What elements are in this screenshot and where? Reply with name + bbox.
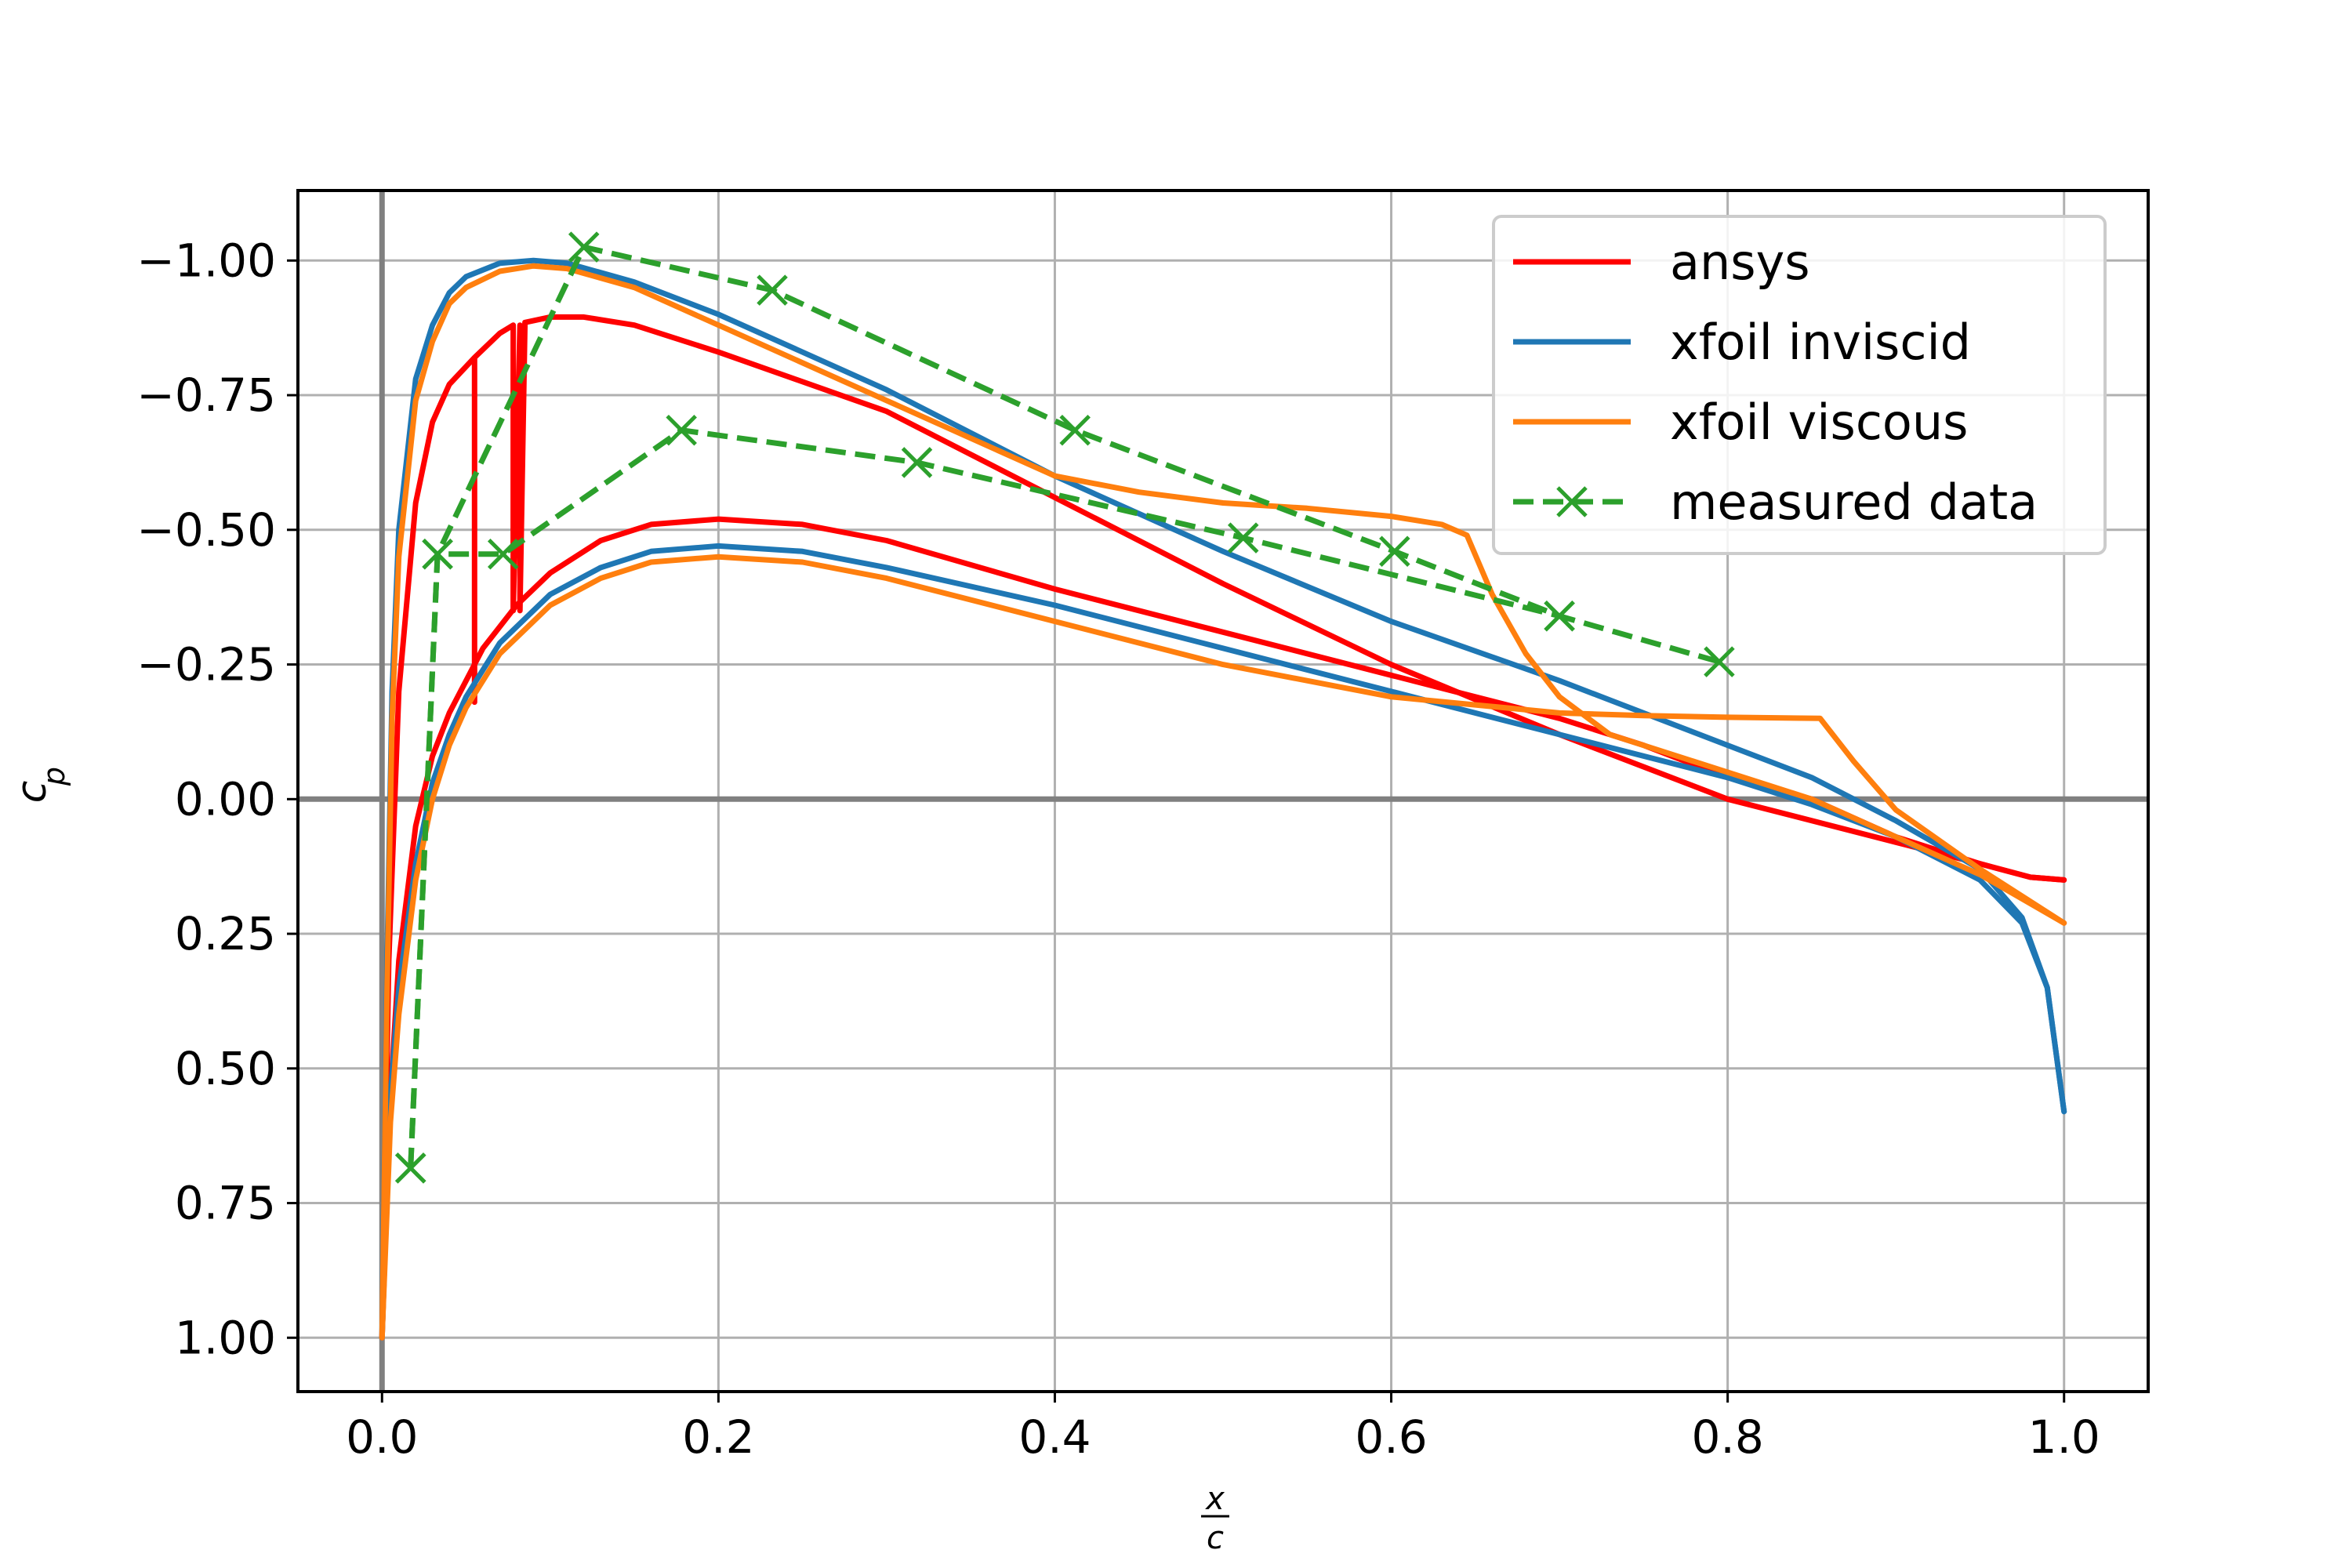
data-point-marker [1379, 535, 1410, 568]
series-layer [379, 231, 2067, 1341]
y-axis-label: c p [9, 767, 71, 803]
data-point-marker [568, 231, 600, 263]
legend-label-ansys: ansys [1670, 234, 1810, 291]
axis-ticks: 0.0 0.2 0.4 0.6 0.8 1.0 −1.00 −0.75 −0.50 −0.25 0.… [136, 234, 2100, 1464]
y-tick-label: 0.50 [175, 1042, 276, 1095]
x-marker-stroke [1059, 414, 1091, 446]
x-marker-stroke [487, 538, 519, 570]
x-marker-stroke [1704, 646, 1735, 677]
x-tick-label: 1.0 [2028, 1410, 2100, 1464]
data-point-marker [1227, 522, 1259, 554]
x-tick-label: 0.6 [1355, 1410, 1427, 1464]
y-tick-label: 0.25 [175, 907, 276, 960]
x-axis-label-denominator: c [1207, 1520, 1224, 1556]
legend-marker-measured-data [1556, 486, 1588, 517]
y-tick-label: 1.00 [175, 1311, 276, 1364]
data-point-marker [901, 447, 933, 478]
y-axis-label-subscript: p [37, 767, 71, 786]
data-point-marker [487, 538, 519, 570]
legend-box [1492, 215, 2107, 555]
y-tick-label: 0.00 [175, 772, 276, 826]
series-xfoil-viscous [379, 263, 2067, 1341]
plot-frame [296, 189, 2150, 1393]
x-marker-stroke [1227, 522, 1259, 554]
y-axis-label-main: c [9, 781, 56, 804]
x-axis-label: x c [1201, 1481, 1229, 1556]
x-marker-stroke [666, 414, 697, 446]
y-tick-label: −0.75 [136, 368, 276, 422]
x-tick-label: 0.4 [1018, 1410, 1091, 1464]
legend-label-measured-data: measured data [1670, 474, 2038, 531]
y-tick-label: −1.00 [136, 234, 276, 287]
x-marker-stroke [1556, 486, 1588, 517]
x-marker-stroke [757, 274, 788, 306]
x-tick-label: 0.0 [346, 1410, 418, 1464]
data-point-marker [1059, 414, 1091, 446]
legend-label-xfoil-inviscid: xfoil inviscid [1670, 314, 1971, 371]
x-tick-label: 0.2 [682, 1410, 754, 1464]
legend-label-xfoil-viscous: xfoil viscous [1670, 394, 1968, 451]
y-tick-label: −0.50 [136, 503, 276, 557]
x-marker-stroke [422, 538, 453, 570]
y-tick-label: 0.75 [175, 1177, 276, 1230]
x-tick-label: 0.8 [1692, 1410, 1764, 1464]
x-marker-stroke [568, 231, 600, 263]
x-marker-stroke [1379, 535, 1410, 568]
series-line-xfoil-inviscid [379, 257, 2067, 1341]
series-line-measured-data [408, 244, 1720, 1169]
legend: ansys xfoil inviscid xfoil viscous measured… [1492, 215, 2107, 555]
x-marker-stroke [394, 1152, 426, 1184]
series-line-xfoil-viscous [379, 263, 2067, 1341]
x-marker-stroke [901, 447, 933, 478]
x-marker-stroke [1544, 600, 1575, 632]
data-point-marker [422, 538, 453, 570]
series-line-ansys [379, 314, 2067, 1341]
data-point-marker [757, 274, 788, 306]
x-axis-label-numerator: x [1204, 1481, 1225, 1517]
series-measured-data [394, 231, 1735, 1184]
data-point-marker [666, 414, 697, 446]
data-point-marker [1544, 600, 1575, 632]
data-point-marker [394, 1152, 426, 1184]
series-line-xfoil-viscous [379, 554, 2067, 1341]
data-point-marker [1704, 646, 1735, 677]
y-tick-label: −0.25 [136, 638, 276, 691]
